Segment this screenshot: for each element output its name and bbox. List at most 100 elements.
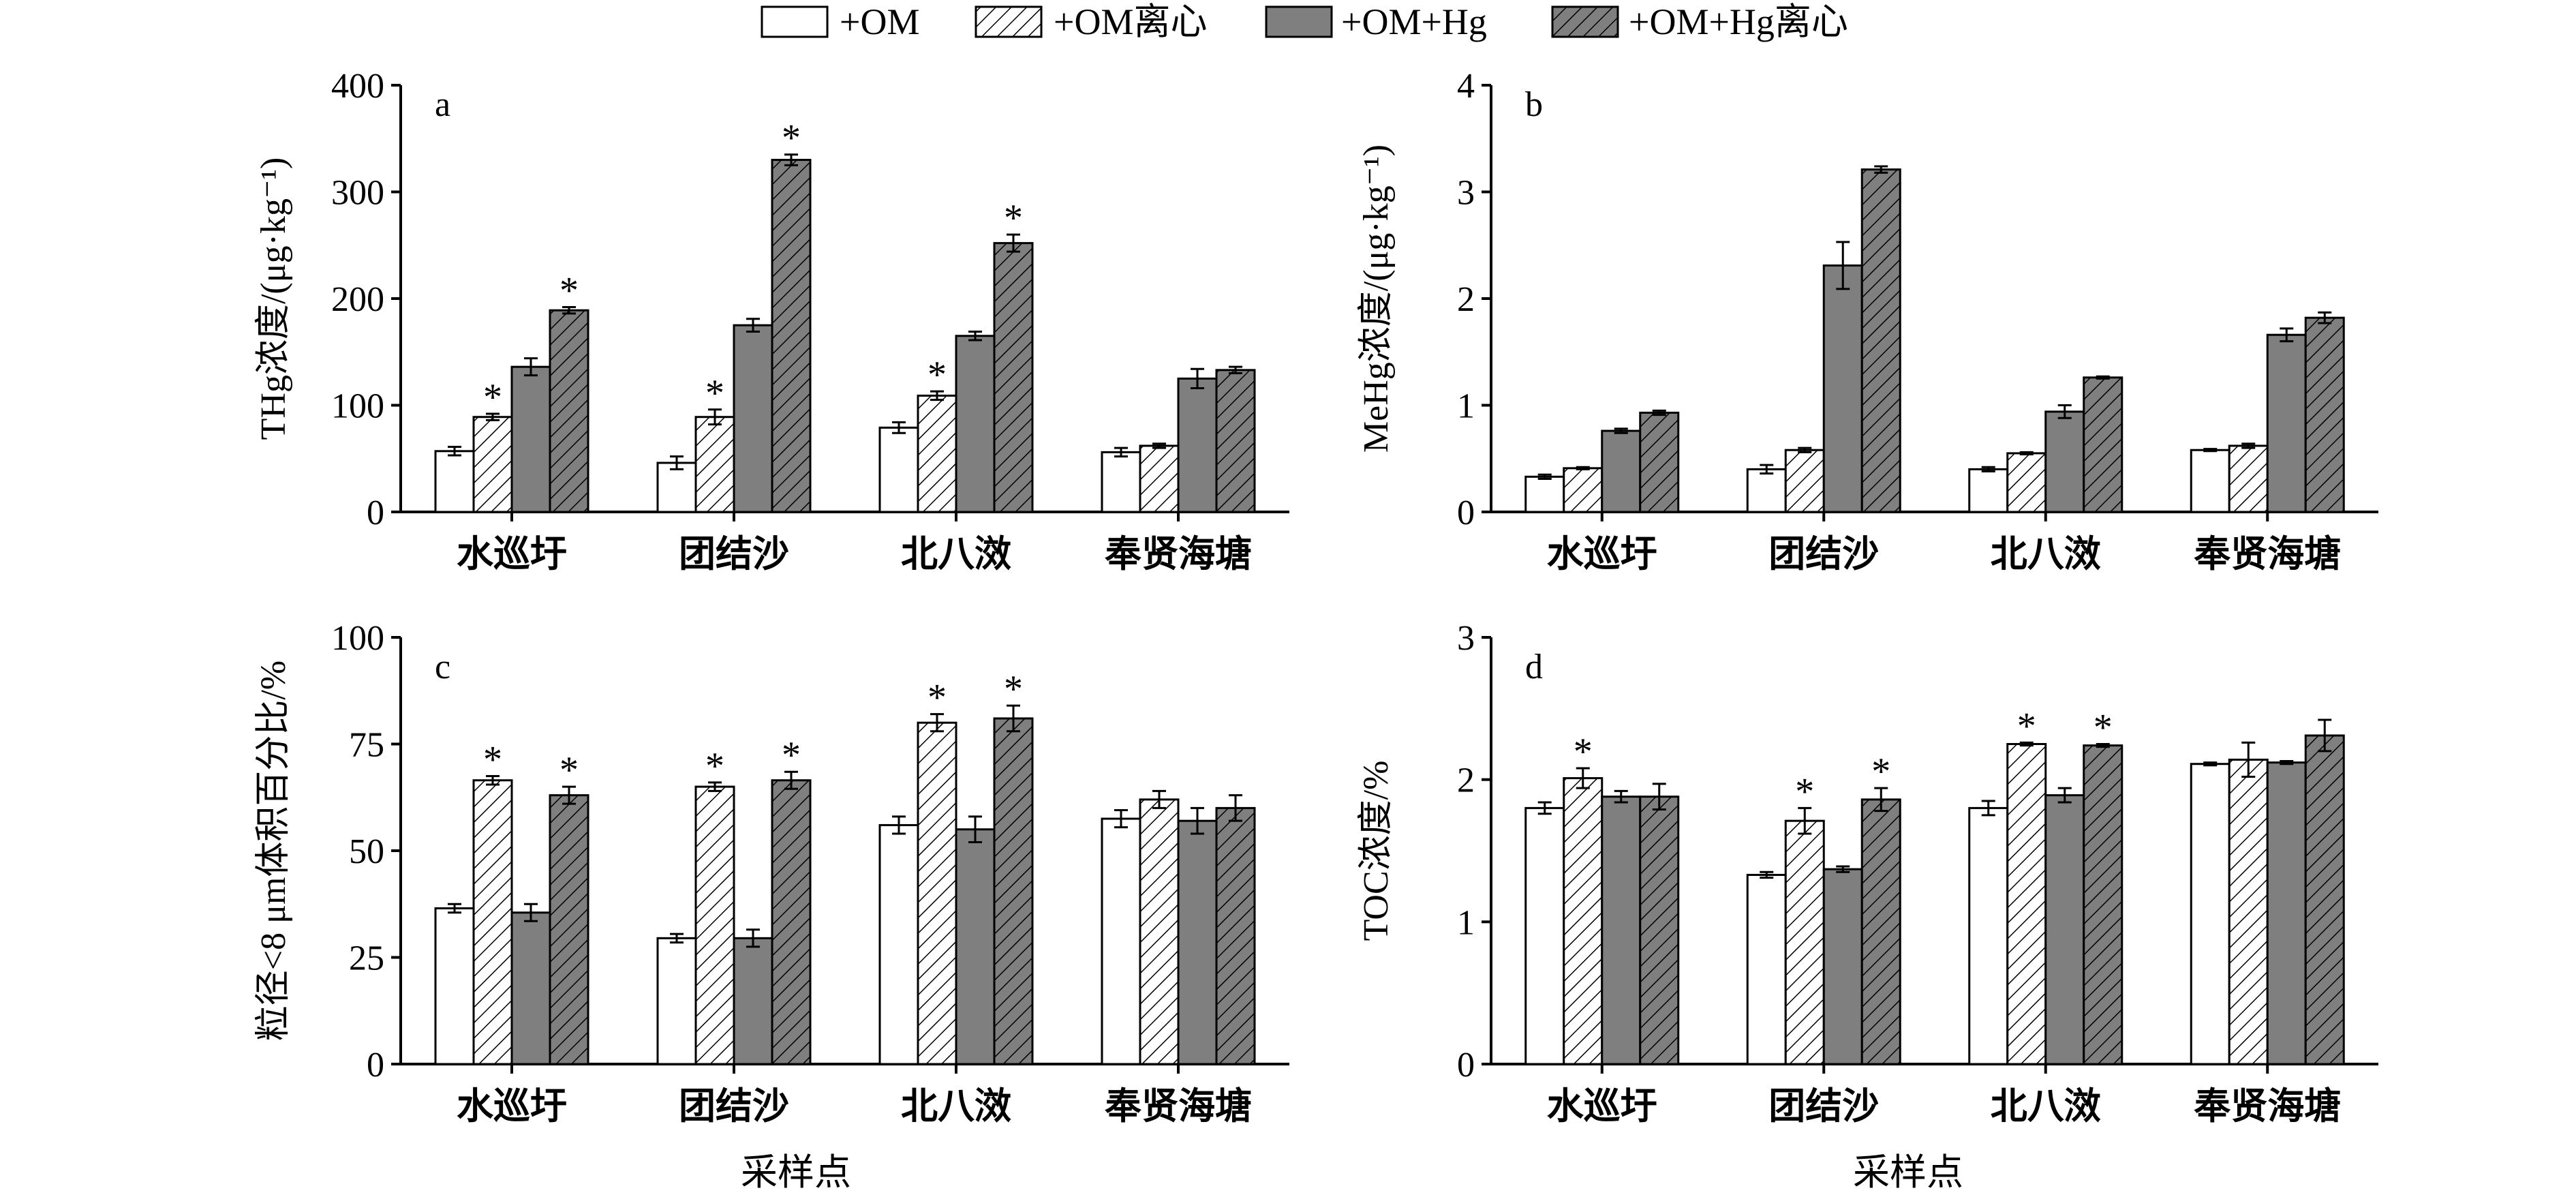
y-axis-label: TOC浓度/% xyxy=(1357,761,1396,941)
bar xyxy=(2044,410,2085,513)
bar xyxy=(1746,468,1787,513)
significance-star: * xyxy=(1574,731,1593,773)
bar xyxy=(955,828,996,1065)
bar xyxy=(2228,758,2269,1065)
legend-item-om: +OM xyxy=(761,1,919,42)
significance-star: * xyxy=(559,749,579,791)
legend-item-om-hg: +OM+Hg xyxy=(1265,1,1487,42)
legend-swatch-om-hg-centrifuge xyxy=(1551,5,1619,38)
bar xyxy=(993,717,1034,1065)
bar xyxy=(2304,734,2345,1065)
legend-swatch-om xyxy=(761,5,829,38)
bar xyxy=(549,309,589,513)
y-tick-label: 0 xyxy=(1457,1046,1475,1085)
bar xyxy=(510,911,551,1065)
bar xyxy=(2304,316,2345,513)
x-tick-label: 团结沙 xyxy=(1768,1085,1879,1127)
y-axis-label: MeHg浓度/(μg·kg⁻¹) xyxy=(1357,145,1396,453)
x-tick-label: 北八滧 xyxy=(1991,1085,2101,1127)
legend-swatch-om-hg xyxy=(1265,5,1333,38)
bar xyxy=(1177,819,1218,1065)
bar xyxy=(2006,452,2047,513)
significance-star: * xyxy=(2017,705,2036,747)
bar xyxy=(1822,868,1863,1065)
bar xyxy=(917,721,957,1065)
bar xyxy=(2266,761,2307,1065)
y-axis-label: 粒径<8 μm体积百分比/% xyxy=(254,661,293,1041)
x-tick-label: 团结沙 xyxy=(1768,532,1879,575)
y-tick-label: 0 xyxy=(367,494,384,532)
y-tick-label: 100 xyxy=(331,387,384,426)
significance-star: * xyxy=(782,117,801,160)
legend-item-om-centrifuge: +OM离心 xyxy=(975,1,1207,42)
panel-letter: d xyxy=(1525,648,1543,686)
bar xyxy=(1784,449,1825,513)
bar xyxy=(2266,333,2307,513)
significance-star: * xyxy=(559,270,579,312)
bar xyxy=(1860,168,1901,513)
bar xyxy=(472,416,513,513)
significance-star: * xyxy=(1871,751,1890,793)
y-tick-label: 100 xyxy=(331,619,384,658)
x-axis-label-right: 采样点 xyxy=(1853,1151,1963,1194)
bar xyxy=(1860,798,1901,1065)
significance-star: * xyxy=(782,734,801,776)
legend-label-om-centrifuge: +OM离心 xyxy=(1054,1,1207,42)
bar xyxy=(878,426,919,513)
bar xyxy=(1968,468,2009,513)
x-tick-label: 奉贤海塘 xyxy=(1105,1085,1252,1127)
bar xyxy=(917,394,957,513)
bar xyxy=(2044,794,2085,1065)
x-tick-label: 北八滧 xyxy=(901,1085,1011,1127)
x-tick-label: 水巡圩 xyxy=(1547,1085,1657,1127)
bar xyxy=(1822,264,1863,513)
bar xyxy=(472,779,513,1065)
y-tick-label: 1 xyxy=(1457,903,1475,942)
bar xyxy=(733,324,773,513)
bar xyxy=(694,785,735,1065)
y-tick-label: 4 xyxy=(1457,67,1475,106)
x-tick-label: 水巡圩 xyxy=(457,532,567,575)
legend-label-om-hg-centrifuge: +OM+Hg离心 xyxy=(1629,1,1848,42)
y-tick-label: 50 xyxy=(349,832,384,871)
bar xyxy=(771,779,812,1065)
bar xyxy=(955,335,996,513)
y-tick-label: 0 xyxy=(1457,494,1475,532)
bar xyxy=(2083,376,2123,513)
y-tick-label: 300 xyxy=(331,174,384,213)
bar xyxy=(1601,796,1642,1065)
bar xyxy=(1784,819,1825,1065)
bar xyxy=(1524,475,1565,513)
bar xyxy=(2228,444,2269,513)
bar xyxy=(1601,429,1642,513)
panel-b: 0 1 2 3 4 b MeHg浓度/(μg·kg⁻¹) 水巡圩 团结沙 北八滧 奉贤海塘 xyxy=(1357,67,2378,575)
x-tick-label: 北八滧 xyxy=(901,532,1011,575)
bar xyxy=(1101,451,1141,513)
y-tick-label: 3 xyxy=(1457,619,1475,658)
bar xyxy=(1177,377,1218,513)
bar xyxy=(1563,467,1604,513)
bar xyxy=(2190,763,2230,1065)
x-tick-label: 团结沙 xyxy=(679,532,789,575)
bar xyxy=(1563,777,1604,1065)
y-tick-label: 2 xyxy=(1457,280,1475,319)
bar xyxy=(1746,873,1787,1065)
significance-star: * xyxy=(705,745,724,787)
significance-star: * xyxy=(2094,707,2113,749)
legend-item-om-hg-centrifuge: +OM+Hg离心 xyxy=(1551,1,1848,42)
x-tick-label: 奉贤海塘 xyxy=(2194,532,2341,575)
legend-label-om: +OM xyxy=(840,1,919,42)
y-tick-label: 3 xyxy=(1457,174,1475,213)
significance-star: * xyxy=(483,738,502,781)
bar xyxy=(2083,744,2123,1065)
bar xyxy=(1639,411,1680,513)
bar xyxy=(1139,444,1180,513)
bar xyxy=(510,365,551,513)
bar xyxy=(993,242,1034,513)
significance-star: * xyxy=(1004,668,1023,710)
x-tick-label: 北八滧 xyxy=(1991,532,2101,575)
y-tick-label: 400 xyxy=(331,67,384,106)
legend: +OM +OM离心 +OM+Hg +OM+Hg离心 xyxy=(761,1,1848,42)
panel-c: 0 25 50 75 100 c 粒径<8 μm体积百分比/% 水巡圩 * * 团结沙 * * 北八滧 * *… xyxy=(254,619,1289,1127)
